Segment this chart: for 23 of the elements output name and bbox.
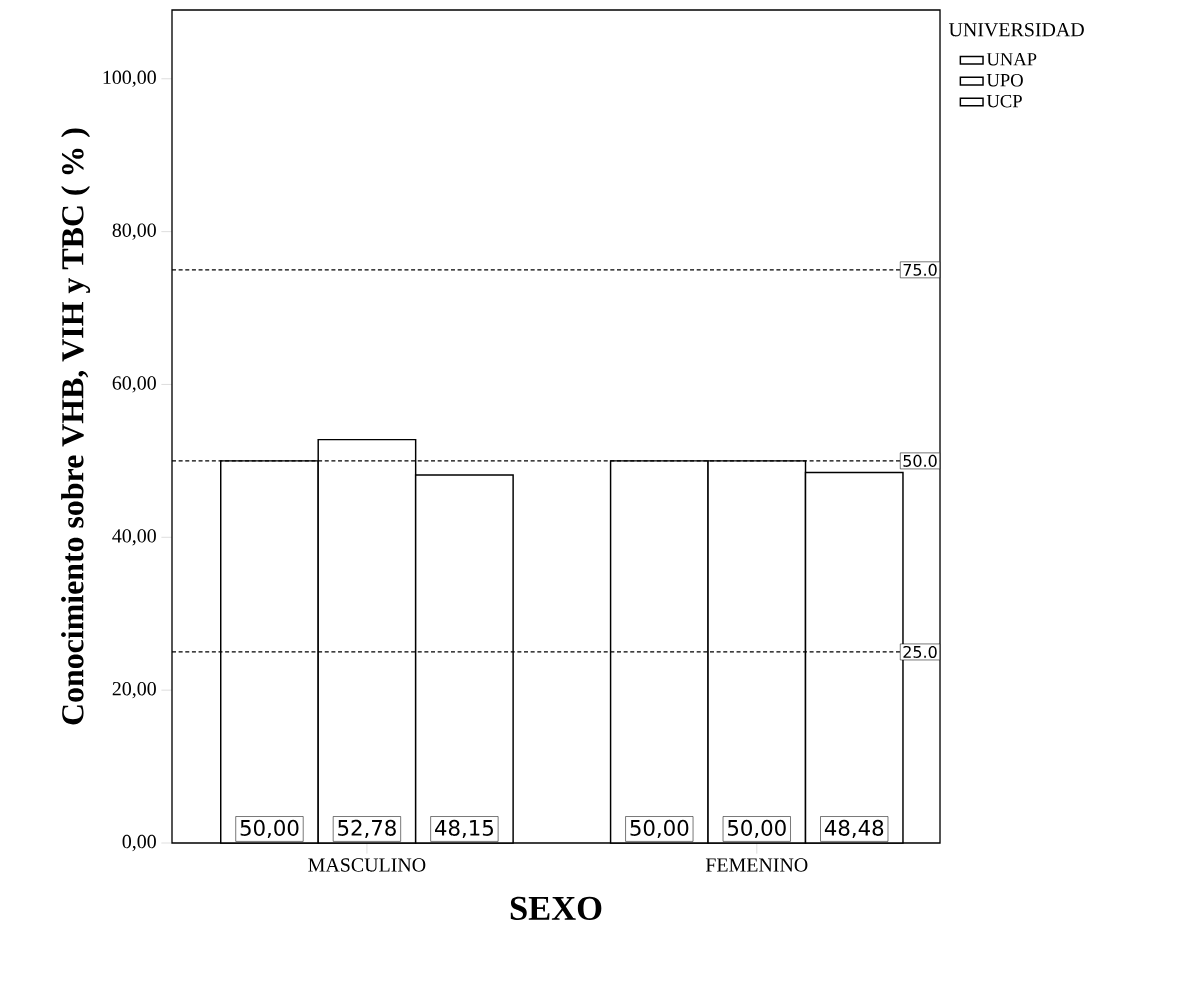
legend-label: UPO xyxy=(986,73,1023,87)
data-label: 48,15 xyxy=(435,819,493,839)
data-label: 50,00 xyxy=(728,819,786,839)
y-tick-label: 0,00 xyxy=(122,834,156,852)
data-label: 52,78 xyxy=(338,819,396,839)
legend-label: UNAP xyxy=(986,53,1037,66)
y-tick-label: 80,00 xyxy=(112,223,156,240)
ref-line-label: 25.0 xyxy=(903,645,937,658)
x-axis-title: SEXO xyxy=(510,896,602,920)
data-label: 50,00 xyxy=(630,819,689,839)
y-tick-label: 40,00 xyxy=(112,529,156,546)
data-label: 48,48 xyxy=(824,819,884,839)
ref-line-label: 75.0 xyxy=(903,263,937,276)
y-tick-label: 100,00 xyxy=(103,70,156,87)
x-tick-label: FEMENINO xyxy=(705,858,808,872)
ref-line-label: 50.0 xyxy=(903,454,937,467)
legend-title: UNIVERSIDAD xyxy=(948,23,1084,37)
x-tick-label: MASCULINO xyxy=(308,858,426,872)
y-axis-title: Conocimiento sobre VHB, VIH y TBC ( % ) xyxy=(61,128,91,725)
y-tick-label: 60,00 xyxy=(112,376,156,393)
data-label: 50,00 xyxy=(240,819,299,839)
legend-label: UCP xyxy=(986,94,1022,108)
y-tick-label: 20,00 xyxy=(112,682,156,699)
